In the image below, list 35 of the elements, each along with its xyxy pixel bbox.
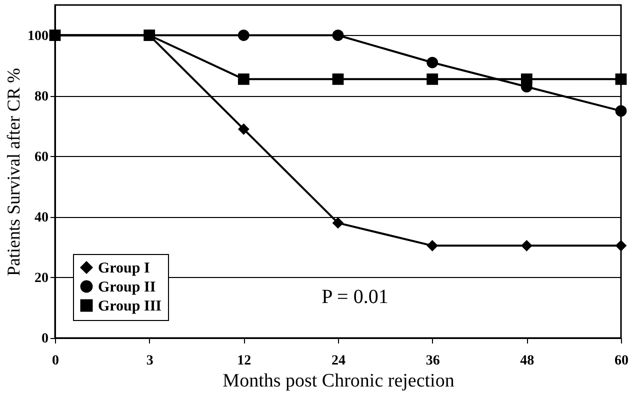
point [426, 240, 438, 252]
x-tick-label: 0 [52, 354, 59, 368]
x-tick-label: 24 [332, 354, 346, 368]
legend-label: Group I [98, 260, 150, 276]
y-tick-label: 80 [34, 89, 48, 104]
y-tick-label: 20 [34, 270, 48, 286]
legend-label: Group II [98, 280, 156, 296]
y-tick-label: 60 [34, 150, 48, 165]
x-axis-title: Months post Chronic rejection [222, 370, 455, 392]
x-tick-label: 12 [237, 354, 252, 368]
point [615, 105, 627, 117]
point [426, 56, 438, 68]
y-tick-label: 100 [28, 28, 48, 44]
y-tick-label: 40 [34, 210, 48, 226]
point [615, 73, 627, 85]
point [332, 217, 344, 229]
point [332, 30, 344, 41]
y-tick-label: 0 [42, 332, 48, 346]
point [144, 30, 156, 41]
point [238, 30, 250, 41]
point [520, 240, 532, 252]
point [238, 73, 250, 85]
point [332, 73, 344, 85]
point [426, 73, 438, 85]
point [520, 73, 532, 85]
point [615, 240, 627, 252]
y-axis-title: Patients Survival after CR % [4, 68, 24, 276]
point [49, 30, 61, 41]
x-tick-label: 48 [520, 354, 534, 368]
legend-label: Group III [98, 298, 162, 314]
x-tick-label: 60 [614, 354, 628, 368]
annotation: P = 0.01 [322, 286, 388, 308]
point [238, 123, 250, 135]
x-tick-label: 36 [426, 354, 440, 368]
x-tick-label: 3 [146, 354, 154, 368]
